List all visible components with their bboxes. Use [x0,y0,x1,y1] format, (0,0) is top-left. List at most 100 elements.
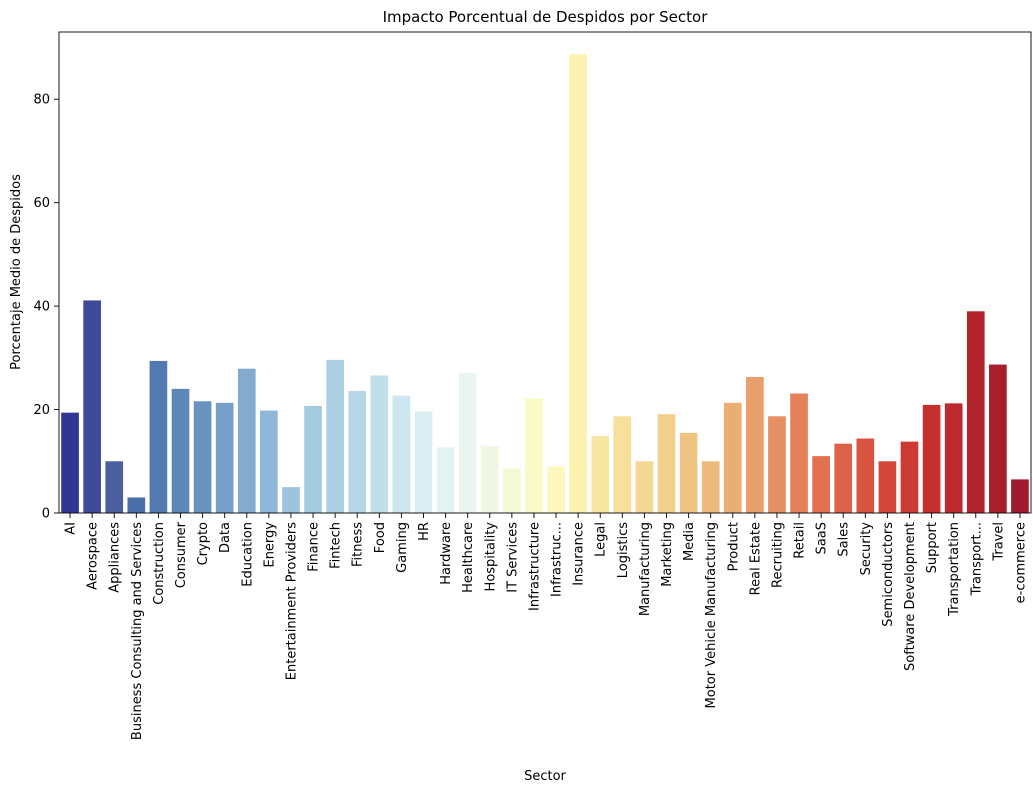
bar [878,461,897,513]
bar [326,359,344,513]
bar [503,468,521,513]
bar [944,403,963,513]
bar [304,405,322,513]
x-tick-label: Consumer [174,521,189,588]
bar [922,404,941,513]
x-tick-label: Security [859,522,874,576]
x-tick-label: Education [240,522,255,587]
x-tick-label: IT Services [505,522,520,593]
x-tick-label: Recruiting [770,522,785,588]
x-tick-label: Fintech [329,522,344,569]
x-tick-label: Marketing [660,522,675,587]
bar [193,401,212,513]
x-tick-label: Hospitality [483,522,498,592]
bar [834,443,853,513]
x-tick-label: Infrastruc... [550,522,565,597]
x-tick-label: Entertainment Providers [284,522,299,680]
x-tick-label: Hardware [439,522,454,585]
x-tick-label: Semiconductors [881,522,896,627]
x-tick-label: Food [373,522,388,553]
bar [569,54,587,514]
bar [900,441,919,513]
x-axis-label: Sector [524,769,566,784]
bar [966,311,985,513]
y-axis-label: Porcentaje Medio de Despidos [9,174,24,370]
bar [525,398,543,513]
x-tick-label: Gaming [395,522,410,573]
bar [989,364,1007,513]
bar [1011,479,1029,513]
bar [547,466,565,513]
x-tick-label: Energy [262,522,277,568]
x-tick-label: e-commerce [1013,522,1028,603]
bar [746,376,764,513]
bar [282,487,300,513]
bar [215,402,234,513]
y-tick-label: 20 [33,403,50,418]
bar [392,395,411,513]
x-tick-label: Product [726,522,741,571]
x-tick-label: AI [64,522,79,535]
x-tick-label: Finance [307,522,322,572]
x-tick-label: Appliances [108,522,123,593]
bar [105,461,124,513]
x-tick-label: Travel [991,522,1006,562]
chart-title: Impacto Porcentual de Despidos por Secto… [383,8,709,26]
bar [679,432,698,513]
bar [348,390,367,513]
y-axis: 0 20 40 60 80 [33,93,59,522]
x-tick-label: HR [417,522,432,541]
x-tick-label: SaaS [815,522,830,554]
bar [436,447,455,513]
y-tick-label: 40 [33,300,50,315]
bar [613,416,632,513]
x-tick-label: Support [925,522,940,573]
bar [171,388,190,513]
x-tick-label: Construction [152,522,167,605]
x-tick-label: Business Consulting and Services [130,522,145,740]
bar [701,461,720,513]
x-tick-label: Transportation [947,522,962,617]
bar [370,375,389,513]
x-tick-label: Data [218,522,233,553]
bar [768,416,786,513]
bar [149,360,168,513]
bar [458,372,477,513]
bar [127,497,146,513]
bar [83,300,101,513]
bar [657,414,676,513]
x-tick-label: Retail [793,522,808,559]
bars-group [61,54,1029,514]
x-tick-label: Logistics [616,522,631,578]
bar [414,411,433,513]
x-tick-label: Software Development [903,522,918,671]
y-tick-label: 60 [33,196,50,211]
x-axis: AI Aerospace Appliances Business Consulting… [64,513,1028,740]
bar [856,438,875,513]
x-tick-label: Transport... [969,522,984,596]
x-tick-label: Motor Vehicle Manufacturing [704,522,719,708]
x-tick-label: Crypto [196,522,211,565]
x-tick-label: Manufacturing [638,522,653,616]
y-tick-label: 0 [42,507,50,522]
x-tick-label: Real Estate [748,522,763,595]
x-tick-label: Insurance [572,522,587,586]
x-tick-label: Infrastructure [527,522,542,611]
bar [480,445,499,513]
bar [723,402,742,513]
x-tick-label: Legal [594,522,609,557]
bar [635,461,654,513]
x-tick-label: Fitness [351,522,366,567]
x-tick-label: Aerospace [86,522,101,590]
bar [591,435,610,513]
bar [812,456,830,513]
x-tick-label: Sales [837,522,852,557]
x-tick-label: Media [682,522,697,561]
bar [237,368,256,513]
bar [260,410,278,513]
plot-frame [58,31,1032,514]
x-tick-label: Healthcare [461,522,476,593]
bar [790,393,808,513]
